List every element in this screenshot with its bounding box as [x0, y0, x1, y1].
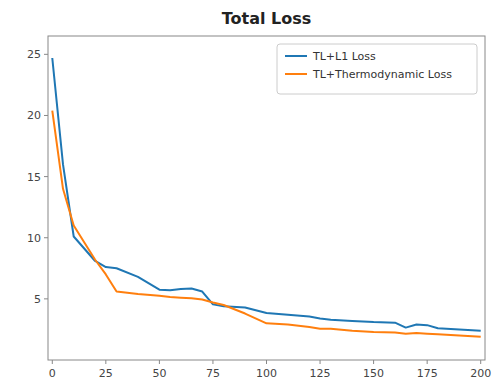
x-tick	[212, 360, 213, 364]
legend-box	[277, 44, 477, 94]
x-tick	[480, 360, 481, 364]
y-tick-label: 15	[27, 171, 41, 184]
x-tick-label: 100	[256, 367, 277, 380]
legend-swatch	[285, 55, 307, 57]
x-tick-label: 25	[99, 367, 113, 380]
title: Total Loss	[222, 9, 312, 28]
y-tick	[44, 115, 48, 116]
y-tick-label: 10	[27, 232, 41, 245]
x-tick-label: 200	[470, 367, 491, 380]
legend: TL+L1 Loss TL+Thermodynamic Loss	[277, 44, 477, 94]
x-tick	[373, 360, 374, 364]
x-tick	[266, 360, 267, 364]
y-tick-label: 25	[27, 48, 41, 61]
y-tick	[44, 237, 48, 238]
x-tick-label: 50	[152, 367, 166, 380]
line	[52, 111, 480, 337]
legend-label: TL+L1 Loss	[312, 50, 376, 63]
plot-area	[52, 58, 480, 337]
legend-swatch	[285, 73, 307, 75]
y-tick	[44, 54, 48, 55]
x-tick	[320, 360, 321, 364]
x-tick-label: 75	[206, 367, 220, 380]
y-tick	[44, 298, 48, 299]
x-tick	[52, 360, 53, 364]
x-tick-label: 150	[363, 367, 384, 380]
y-tick-label: 20	[27, 109, 41, 122]
x-tick-label: 125	[310, 367, 331, 380]
plot-frame	[48, 36, 485, 360]
x-tick	[427, 360, 428, 364]
x-tick	[159, 360, 160, 364]
x-tick	[105, 360, 106, 364]
legend-label: TL+Thermodynamic Loss	[312, 68, 452, 81]
x-tick-label: 0	[49, 367, 56, 380]
y-tick-label: 5	[34, 293, 41, 306]
x-tick-label: 175	[417, 367, 438, 380]
y-tick	[44, 176, 48, 177]
chart: Total Loss 0 25 50 75 100 125 150 175 200 5 10 15 20 2…	[0, 0, 500, 392]
